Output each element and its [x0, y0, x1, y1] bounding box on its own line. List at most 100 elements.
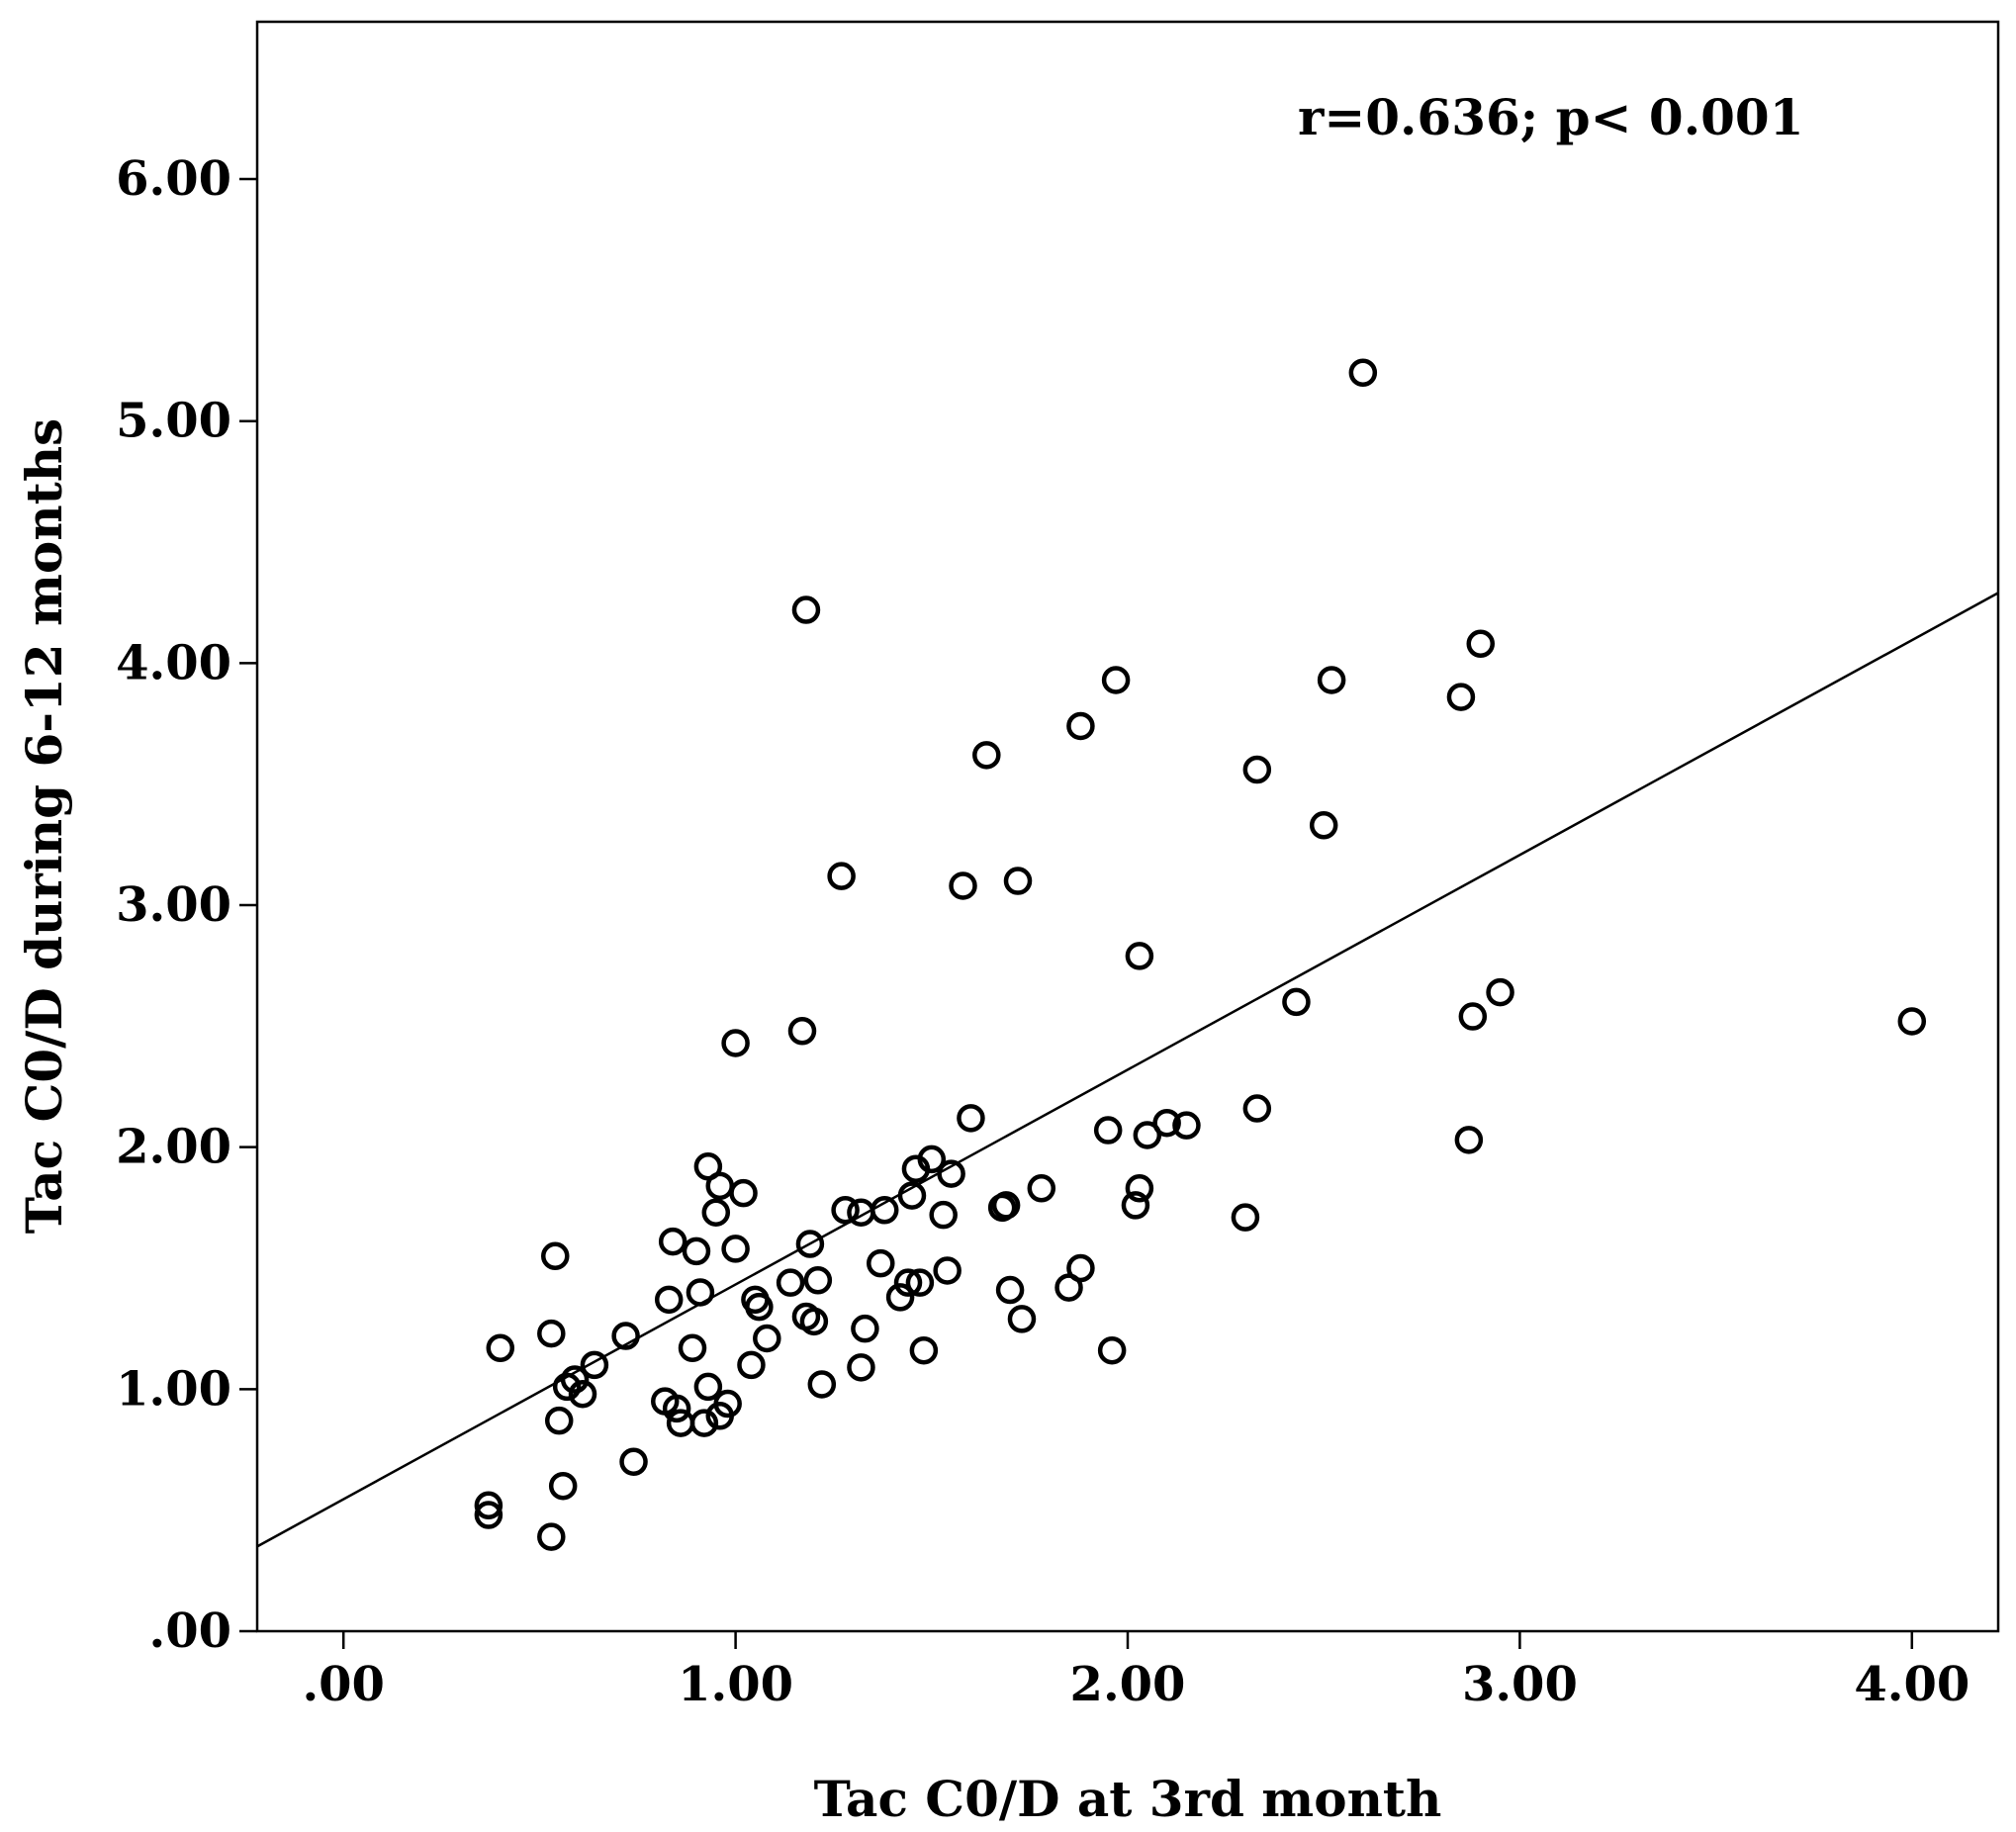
- y-axis-title: Tac C0/D during 6-12 months: [15, 418, 73, 1234]
- data-point: [1152, 1108, 1181, 1138]
- data-point: [1348, 358, 1378, 388]
- data-point: [893, 1268, 923, 1297]
- data-point: [1133, 1121, 1162, 1149]
- x-tick-label: 4.00: [1854, 1657, 1970, 1712]
- data-point: [1003, 867, 1033, 895]
- data-point: [552, 1372, 582, 1402]
- data-point: [972, 741, 1001, 770]
- data-point: [937, 1159, 965, 1188]
- data-point: [474, 1491, 504, 1520]
- plot-frame: [255, 20, 2000, 1633]
- y-axis-ticks: .00 1.00 2.00 3.00 4.00 5.00 6.00: [116, 151, 257, 1659]
- y-tick-label: 6.00: [116, 151, 231, 207]
- data-point: [658, 1227, 687, 1256]
- data-point: [682, 1237, 711, 1266]
- data-point: [795, 1230, 825, 1258]
- data-point: [1066, 1253, 1095, 1283]
- data-point: [693, 1372, 723, 1402]
- data-point: [1486, 977, 1514, 1007]
- data-point: [721, 1235, 750, 1263]
- correlation-annotation: r=0.636; p< 0.001: [1298, 88, 1804, 146]
- y-tick-label: 5.00: [116, 394, 231, 449]
- data-point: [1458, 1002, 1488, 1031]
- data-point: [791, 595, 821, 624]
- data-point: [486, 1333, 515, 1362]
- data-point: [1466, 629, 1496, 659]
- data-point: [537, 1319, 566, 1348]
- data-point: [897, 1181, 927, 1210]
- data-point: [568, 1379, 597, 1409]
- x-tick-label: 2.00: [1070, 1657, 1186, 1712]
- data-point: [909, 1335, 939, 1365]
- y-tick-label: 1.00: [116, 1361, 231, 1417]
- data-point: [705, 1171, 734, 1201]
- x-tick-label: 3.00: [1462, 1657, 1578, 1712]
- data-point: [1101, 666, 1131, 694]
- data-point: [957, 1104, 985, 1133]
- data-point: [544, 1406, 574, 1435]
- data-point: [560, 1365, 590, 1394]
- data-point: [885, 1283, 915, 1312]
- data-point: [713, 1389, 742, 1419]
- data-point: [619, 1447, 648, 1476]
- data-point: [654, 1285, 684, 1315]
- data-point: [776, 1268, 805, 1297]
- data-point: [541, 1241, 570, 1271]
- data-point: [917, 1145, 947, 1174]
- data-point: [803, 1265, 833, 1295]
- data-point: [799, 1307, 829, 1336]
- data-point: [827, 862, 856, 890]
- data-point: [1897, 1007, 1927, 1036]
- data-point: [686, 1278, 715, 1307]
- data-point: [1097, 1335, 1127, 1365]
- data-point: [1446, 683, 1476, 711]
- data-point: [737, 1350, 766, 1380]
- data-point: [1454, 1126, 1484, 1154]
- data-point: [787, 1016, 817, 1046]
- data-point: [678, 1333, 707, 1362]
- data-point: [721, 1029, 750, 1057]
- data-point: [662, 1394, 691, 1423]
- y-tick-label: 2.00: [116, 1120, 231, 1175]
- data-point: [847, 1353, 875, 1382]
- data-point: [537, 1522, 566, 1551]
- data-point: [611, 1322, 640, 1350]
- data-point: [949, 871, 977, 900]
- data-point: [991, 1191, 1021, 1220]
- regression-line: [256, 592, 1999, 1548]
- x-axis-title: Tac C0/D at 3rd month: [814, 1770, 1442, 1828]
- data-point: [1231, 1203, 1260, 1232]
- data-points: [474, 358, 1927, 1551]
- data-point: [1282, 987, 1311, 1017]
- y-tick-label: .00: [148, 1603, 231, 1659]
- x-tick-label: 1.00: [678, 1657, 793, 1712]
- data-point: [1309, 811, 1338, 840]
- data-point: [870, 1196, 899, 1225]
- data-point: [995, 1275, 1025, 1305]
- data-point: [1125, 1174, 1154, 1203]
- data-point: [474, 1501, 504, 1529]
- data-point: [1125, 942, 1154, 970]
- data-point: [701, 1198, 731, 1227]
- data-point: [729, 1178, 758, 1208]
- x-tick-label: .00: [302, 1657, 385, 1712]
- data-point: [851, 1314, 879, 1343]
- data-point: [689, 1409, 719, 1437]
- data-point: [1242, 755, 1272, 784]
- data-point: [831, 1196, 860, 1225]
- data-point: [807, 1370, 837, 1399]
- data-point: [933, 1256, 962, 1285]
- data-point: [745, 1292, 774, 1322]
- y-tick-label: 3.00: [116, 877, 231, 933]
- data-point: [1007, 1305, 1037, 1333]
- data-point: [548, 1471, 578, 1501]
- data-point: [666, 1409, 695, 1437]
- data-point: [753, 1324, 781, 1353]
- data-point: [1242, 1094, 1272, 1123]
- data-point: [1093, 1116, 1123, 1145]
- y-tick-label: 4.00: [116, 635, 231, 690]
- data-point: [580, 1350, 609, 1380]
- data-point: [1121, 1191, 1150, 1220]
- data-point: [905, 1268, 935, 1297]
